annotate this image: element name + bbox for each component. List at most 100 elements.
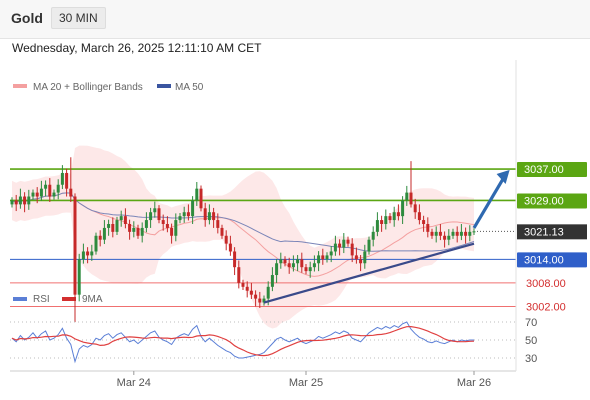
candle-body	[312, 263, 316, 268]
candle-body	[73, 196, 77, 295]
level-label-3029.00: 3029.00	[524, 195, 564, 207]
candle-body	[472, 231, 476, 233]
candle-body	[56, 184, 60, 193]
candle-body	[65, 172, 69, 189]
level-label-3002.00: 3002.00	[526, 301, 566, 313]
chart-header: Gold 30 MIN	[0, 0, 590, 39]
current-price-label: 3021.13	[524, 226, 564, 238]
candle-body	[270, 275, 274, 287]
candle-body	[438, 231, 442, 236]
candle-body	[119, 216, 123, 221]
candle-body	[409, 192, 413, 205]
candle-body	[149, 212, 153, 221]
candle-body	[207, 212, 211, 221]
trendline	[263, 242, 475, 304]
forecast-arrow-head	[496, 169, 510, 184]
candle-body	[321, 255, 325, 260]
candle-body	[371, 231, 375, 240]
rsi-panel: 70 50 30	[10, 317, 537, 365]
x-tick-label: Mar 25	[289, 377, 323, 389]
ma20-legend-swatch	[13, 84, 27, 88]
candlesticks	[10, 157, 476, 323]
ma50-line	[11, 192, 475, 252]
ma9-legend-label: 9MA	[82, 294, 103, 305]
candle-body	[191, 200, 195, 217]
candle-body	[212, 212, 216, 221]
candle-body	[354, 255, 358, 260]
candle-body	[86, 251, 90, 256]
candle-body	[199, 188, 203, 209]
candle-body	[338, 243, 342, 248]
candle-body	[102, 227, 106, 240]
candle-body	[375, 220, 379, 232]
candle-body	[308, 267, 312, 272]
candle-body	[447, 235, 451, 240]
candle-body	[468, 231, 472, 236]
candle-body	[94, 235, 98, 252]
forecast-arrow-shaft	[472, 177, 505, 229]
level-label-3037.00: 3037.00	[524, 164, 564, 176]
candle-body	[262, 298, 266, 303]
candle-body	[430, 231, 434, 236]
rsi-tick-50: 50	[525, 335, 537, 347]
candle-body	[157, 208, 161, 221]
candle-body	[388, 216, 392, 221]
candle-body	[35, 192, 39, 197]
candle-body	[287, 263, 291, 268]
candle-body	[405, 192, 409, 201]
candle-body	[249, 290, 253, 295]
candle-body	[342, 239, 346, 248]
candle-body	[178, 216, 182, 221]
rsi-line	[11, 321, 474, 364]
candle-body	[300, 259, 304, 268]
candle-body	[144, 220, 148, 228]
timeframe-badge[interactable]: 30 MIN	[51, 7, 106, 29]
candle-body	[346, 239, 350, 244]
candle-body	[434, 231, 438, 236]
candle-body	[333, 243, 337, 252]
candle-body	[90, 251, 94, 256]
candle-body	[291, 263, 295, 268]
candle-body	[224, 235, 228, 244]
candle-body	[228, 243, 232, 252]
candle-body	[186, 212, 190, 217]
ma50-legend-label: MA 50	[175, 82, 204, 93]
symbol-title: Gold	[11, 10, 43, 26]
candle-body	[422, 220, 426, 224]
candle-body	[367, 239, 371, 252]
candle-body	[426, 224, 430, 232]
candle-body	[237, 267, 241, 283]
candle-body	[413, 204, 417, 213]
candle-body	[77, 259, 81, 295]
candle-body	[455, 231, 459, 236]
rsi-legend-label: RSI	[33, 294, 50, 305]
candle-body	[401, 200, 405, 217]
candle-body	[459, 231, 463, 236]
candle-body	[140, 227, 144, 236]
candle-body	[14, 200, 18, 205]
candle-body	[317, 255, 321, 264]
candle-body	[443, 235, 447, 240]
level-tag-3029.00	[517, 193, 587, 209]
candle-body	[233, 251, 237, 268]
candle-body	[81, 251, 85, 260]
candle-body	[153, 208, 157, 213]
candle-body	[254, 294, 258, 299]
candle-body	[48, 184, 52, 197]
candle-body	[161, 220, 165, 224]
candle-body	[417, 212, 421, 221]
candle-body	[363, 251, 367, 264]
candle-body	[170, 227, 174, 236]
candle-body	[31, 192, 35, 197]
x-tick-label: Mar 24	[117, 377, 151, 389]
candle-body	[451, 231, 455, 236]
candle-body	[27, 196, 31, 205]
ma9-legend-swatch	[62, 297, 76, 301]
candle-body	[350, 243, 354, 256]
rsi-legend-swatch	[13, 297, 27, 301]
candle-body	[23, 196, 27, 205]
x-axis: Mar 24 Mar 25 Mar 26	[117, 371, 491, 389]
rsi-tick-30: 30	[525, 353, 537, 365]
candle-body	[203, 208, 207, 221]
